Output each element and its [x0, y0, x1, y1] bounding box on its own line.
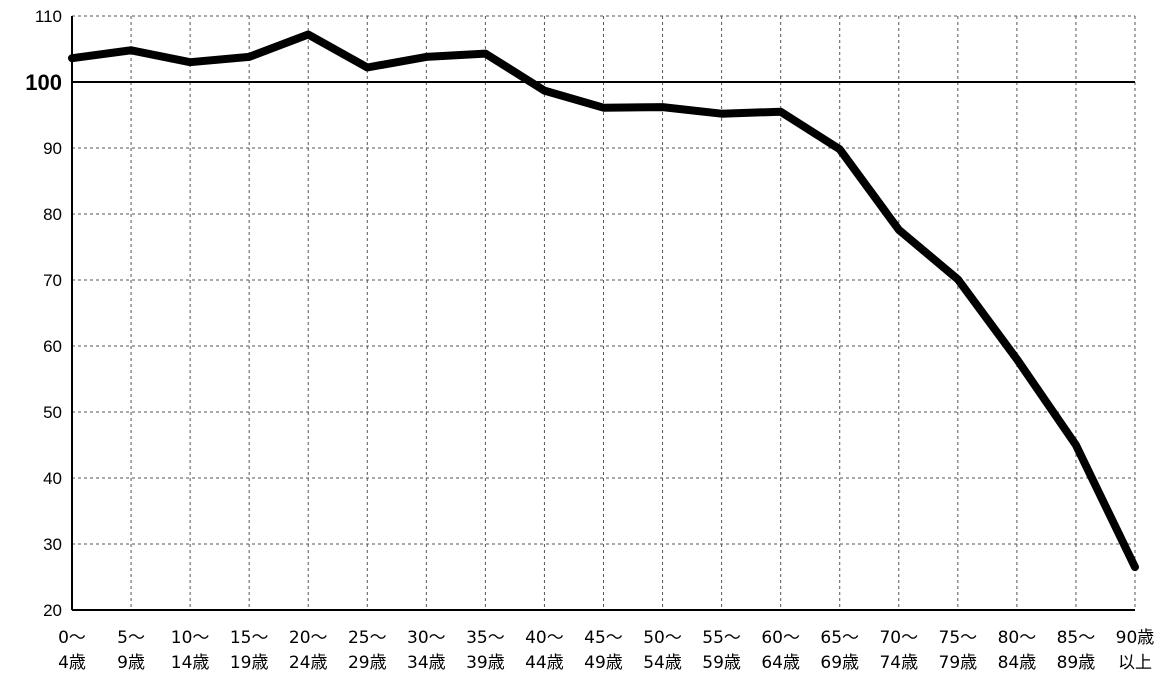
- x-tick-label: 90歳以上: [1116, 628, 1155, 673]
- x-tick-label: 55～ 59歳: [702, 628, 741, 673]
- x-tick-labels: 0～ 4歳 5～ 9歳 10～ 14歳 15～ 19歳 20～ 24歳 25～ 29歳 30～ 34歳 35…: [58, 628, 1154, 673]
- y-tick-label: 100: [25, 70, 62, 95]
- y-tick-labels: 20 30 40 50 60 70 80 90 100 110: [25, 7, 62, 620]
- y-tick-label: 30: [43, 535, 62, 554]
- x-tick-label: 5～ 9歳: [117, 628, 145, 673]
- y-tick-label: 40: [43, 469, 62, 488]
- x-tick-label: 30～ 34歳: [407, 628, 446, 673]
- y-tick-label: 70: [43, 271, 62, 290]
- x-tick-label: 70～ 74歳: [879, 628, 918, 673]
- x-tick-label: 60～ 64歳: [761, 628, 800, 673]
- x-tick-label: 75～ 79歳: [939, 628, 978, 673]
- x-tick-label: 0～ 4歳: [58, 628, 86, 673]
- x-tick-label: 15～ 19歳: [230, 628, 269, 673]
- x-tick-label: 35～ 39歳: [466, 628, 505, 673]
- x-tick-label: 40～ 44歳: [525, 628, 564, 673]
- y-tick-label: 50: [43, 403, 62, 422]
- axis-layer: [71, 16, 1135, 611]
- x-tick-label: 85～ 89歳: [1057, 628, 1096, 673]
- x-tick-label: 45～ 49歳: [584, 628, 623, 673]
- y-tick-label: 20: [43, 601, 62, 620]
- x-tick-label: 50～ 54歳: [643, 628, 682, 673]
- series-layer: [68, 30, 1139, 572]
- x-tick-label: 10～ 14歳: [171, 628, 210, 673]
- y-tick-label: 60: [43, 337, 62, 356]
- x-tick-label: 65～ 69歳: [820, 628, 859, 673]
- x-tick-label: 20～ 24歳: [289, 628, 328, 673]
- x-tick-label: 25～ 29歳: [348, 628, 387, 673]
- y-tick-label: 80: [43, 205, 62, 224]
- x-tick-label: 80～ 84歳: [998, 628, 1037, 673]
- y-tick-label: 110: [35, 7, 62, 26]
- y-tick-label: 90: [43, 139, 62, 158]
